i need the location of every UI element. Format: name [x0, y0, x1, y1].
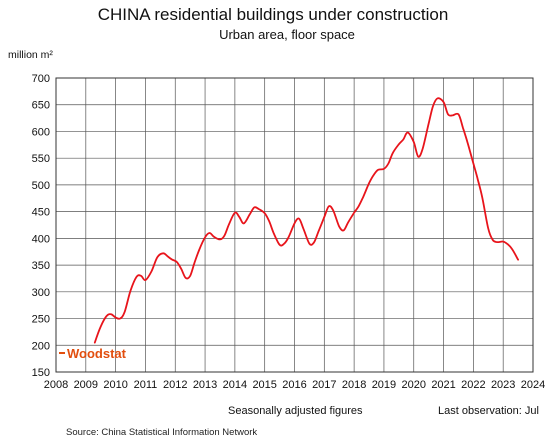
- note-last-observation: Last observation: Jul: [438, 405, 539, 417]
- y-tick-labels: 150 200 250 300 350 400 450 500 550 600 650 700: [32, 73, 50, 379]
- x-tick-label: 2024: [521, 379, 545, 391]
- y-tick-label: 350: [32, 260, 50, 272]
- x-tick-label: 2018: [342, 379, 366, 391]
- x-tick-label: 2019: [372, 379, 396, 391]
- y-tick-label: 300: [32, 287, 50, 299]
- x-tick-label: 2023: [491, 379, 515, 391]
- chart-subtitle: Urban area, floor space: [219, 27, 355, 42]
- x-tick-label: 2020: [402, 379, 426, 391]
- y-tick-label: 650: [32, 100, 50, 112]
- x-tick-label: 2014: [223, 379, 247, 391]
- y-tick-label: 250: [32, 314, 50, 326]
- x-tick-label: 2011: [134, 379, 158, 391]
- series-group: [93, 97, 519, 344]
- woodstat-logo-text: Woodstat: [67, 346, 127, 361]
- y-axis-unit-label: million m²: [8, 49, 53, 61]
- y-tick-label: 150: [32, 367, 50, 379]
- x-tick-label: 2012: [163, 379, 187, 391]
- plot-frame: [55, 77, 534, 373]
- y-tick-label: 600: [32, 126, 50, 138]
- x-tick-labels: 2008 2009 2010 2011 2012 2013 2014 2015 2016 2017…: [44, 379, 545, 391]
- y-tick-label: 500: [32, 180, 50, 192]
- y-tick-label: 400: [32, 233, 50, 245]
- note-seasonally-adjusted: Seasonally adjusted figures: [228, 405, 363, 417]
- x-tick-label: 2022: [461, 379, 485, 391]
- x-tick-label: 2009: [74, 379, 98, 391]
- chart-title: CHINA residential buildings under constr…: [98, 5, 449, 24]
- x-tick-label: 2016: [282, 379, 306, 391]
- grid: [56, 78, 533, 372]
- y-tick-label: 450: [32, 207, 50, 219]
- y-tick-label: 550: [32, 153, 50, 165]
- x-tick-label: 2015: [252, 379, 276, 391]
- x-tick-label: 2010: [103, 379, 127, 391]
- x-tick-label: 2008: [44, 379, 68, 391]
- x-tick-label: 2017: [312, 379, 336, 391]
- y-tick-label: 700: [32, 73, 50, 85]
- y-tick-label: 200: [32, 340, 50, 352]
- source-note: Source: China Statistical Information Ne…: [66, 427, 257, 438]
- x-tick-label: 2013: [193, 379, 217, 391]
- series-line-0: [93, 97, 519, 344]
- woodstat-logo: Woodstat: [59, 346, 127, 361]
- x-tick-label: 2021: [431, 379, 455, 391]
